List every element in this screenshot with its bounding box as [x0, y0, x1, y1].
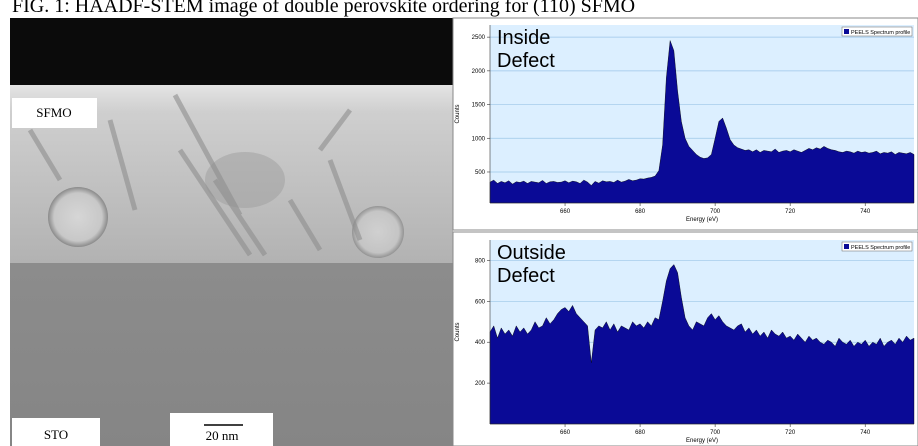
film-label: SFMO [36, 105, 71, 120]
figure: FIG. 1: HAADF-STEM image of double perov… [0, 0, 918, 446]
x-tick-label: 700 [710, 209, 721, 215]
stem-image: SFMO STO 20 nm [10, 18, 453, 446]
y-tick-label: 1000 [472, 136, 486, 142]
y-tick-label: 2500 [472, 35, 486, 41]
legend-label: PEELS Spectrum profile [851, 30, 910, 36]
legend-label: PEELS Spectrum profile [851, 245, 910, 251]
y-tick-label: 2000 [472, 69, 486, 75]
y-axis-label: Counts [455, 322, 461, 341]
y-tick-label: 800 [475, 258, 486, 264]
x-tick-label: 700 [710, 430, 721, 436]
x-tick-label: 660 [560, 209, 571, 215]
annotation: Defect [497, 50, 555, 72]
x-tick-label: 720 [785, 430, 796, 436]
y-tick-label: 1500 [472, 103, 486, 109]
x-tick-label: 680 [635, 430, 646, 436]
annotation: Inside [497, 27, 550, 49]
annotation: Outside [497, 242, 566, 264]
y-tick-label: 200 [475, 381, 486, 387]
x-tick-label: 720 [785, 209, 796, 215]
x-axis-label: Energy (eV) [686, 217, 718, 223]
x-tick-label: 680 [635, 209, 646, 215]
x-tick-label: 740 [860, 430, 871, 436]
legend-swatch [844, 29, 849, 34]
legend-swatch [844, 244, 849, 249]
substrate-label: STO [44, 427, 68, 442]
x-axis-label: Energy (eV) [686, 438, 718, 444]
x-tick-label: 740 [860, 209, 871, 215]
annotation: Defect [497, 265, 555, 287]
x-tick-label: 660 [560, 430, 571, 436]
y-tick-label: 600 [475, 299, 486, 305]
caption: FIG. 1: HAADF-STEM image of double perov… [12, 0, 635, 17]
y-tick-label: 400 [475, 340, 486, 346]
scale-bar-label: 20 nm [206, 428, 239, 443]
y-tick-label: 500 [475, 170, 486, 176]
y-axis-label: Counts [455, 104, 461, 123]
